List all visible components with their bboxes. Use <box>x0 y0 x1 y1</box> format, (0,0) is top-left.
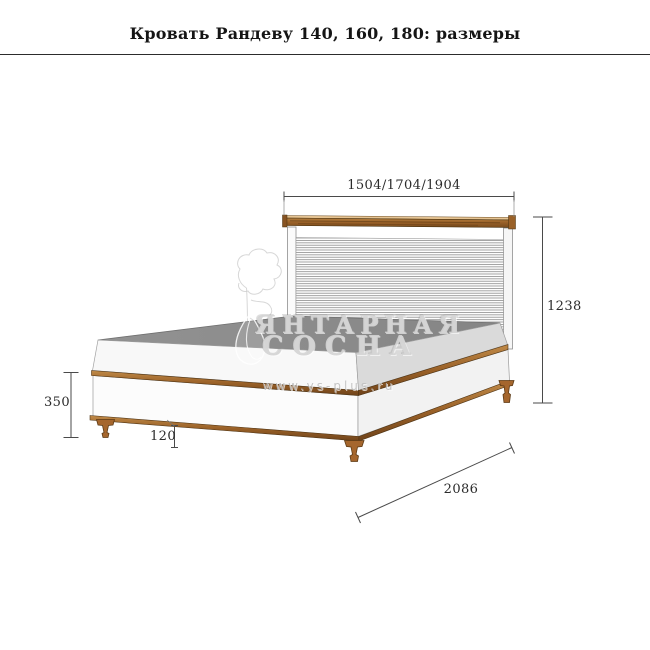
watermark-url: www.ys-plus.ru <box>262 379 396 393</box>
headboard-post-left <box>287 226 297 318</box>
dim-base-height-line <box>63 372 79 438</box>
dim-height-label: 1238 <box>547 299 582 314</box>
watermark-title-line2: СОСНА <box>261 331 421 362</box>
page-title: Кровать Рандеву 140, 160, 180: размеры <box>129 24 521 43</box>
headboard-post-right <box>503 227 513 350</box>
foot-front-corner <box>343 440 365 462</box>
dim-length-label: 2086 <box>443 482 479 497</box>
headboard-rail <box>282 214 516 230</box>
headboard <box>282 214 516 350</box>
dim-width-line <box>283 191 515 217</box>
dim-base-height-label: 350 <box>43 395 70 410</box>
foot-front-left <box>95 419 116 438</box>
dim-height-line <box>533 216 553 404</box>
dim-foot-height-line <box>166 419 178 448</box>
dim-length-line <box>355 442 515 524</box>
watermark-title-line1: ЯНТАРНАЯ <box>254 310 466 339</box>
title-divider <box>0 54 650 55</box>
pine-cone-logo-icon <box>235 312 266 365</box>
foot-rear-right <box>498 380 515 403</box>
base-trim-top-side <box>358 344 509 396</box>
dim-foot-height-label: 120 <box>149 429 176 444</box>
dim-width-label: 1504/1704/1904 <box>347 178 461 193</box>
